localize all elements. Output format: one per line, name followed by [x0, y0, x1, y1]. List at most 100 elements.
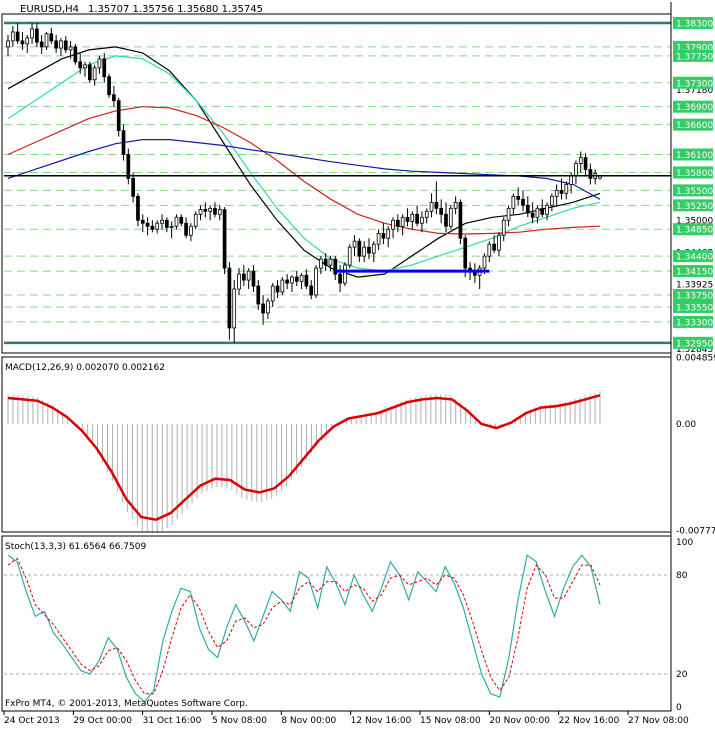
candle[interactable] [343, 262, 347, 287]
candle[interactable] [150, 220, 155, 233]
candle[interactable] [25, 34, 30, 53]
candle[interactable] [270, 283, 275, 307]
candle[interactable] [352, 235, 357, 257]
candle[interactable] [497, 232, 501, 257]
candle[interactable] [559, 178, 564, 200]
candle[interactable] [83, 61, 87, 77]
candle[interactable] [540, 199, 545, 218]
candle[interactable] [121, 124, 126, 161]
candle[interactable] [39, 34, 44, 55]
candle[interactable] [44, 31, 49, 50]
candle[interactable] [299, 272, 304, 290]
candle[interactable] [227, 262, 232, 340]
candle[interactable] [323, 253, 328, 272]
candle[interactable] [410, 211, 415, 230]
candle[interactable] [145, 217, 150, 236]
candle[interactable] [102, 52, 107, 83]
candle[interactable] [588, 163, 593, 185]
candle[interactable] [6, 34, 10, 56]
candle[interactable] [492, 235, 496, 254]
candle[interactable] [319, 256, 323, 275]
candle[interactable] [400, 214, 405, 236]
candle[interactable] [20, 31, 25, 50]
candle[interactable] [241, 265, 246, 287]
candle[interactable] [155, 220, 160, 234]
candle[interactable] [550, 193, 554, 212]
candle[interactable] [275, 280, 280, 298]
candle[interactable] [54, 34, 58, 53]
candle[interactable] [554, 184, 559, 206]
candle[interactable] [68, 40, 73, 59]
stochastic-panel[interactable] [4, 554, 671, 703]
candle[interactable] [256, 280, 261, 310]
macd-panel[interactable] [7, 390, 601, 534]
candle[interactable] [198, 205, 203, 221]
candle[interactable] [376, 229, 381, 251]
candle[interactable] [501, 217, 506, 242]
candle[interactable] [136, 193, 140, 227]
candle[interactable] [126, 148, 131, 185]
candle[interactable] [439, 199, 444, 224]
candle[interactable] [424, 208, 429, 224]
candle[interactable] [347, 244, 352, 269]
candle[interactable] [328, 256, 333, 272]
candle[interactable] [506, 205, 511, 227]
candle[interactable] [97, 55, 102, 74]
candle[interactable] [266, 297, 270, 319]
candle[interactable] [203, 202, 208, 218]
candle[interactable] [78, 52, 83, 74]
candle[interactable] [429, 193, 434, 218]
candle[interactable] [487, 241, 492, 263]
candle[interactable] [525, 196, 530, 218]
candle[interactable] [444, 202, 448, 233]
candle[interactable] [309, 280, 314, 300]
candle[interactable] [458, 199, 463, 245]
candle[interactable] [333, 256, 338, 281]
candle[interactable] [116, 97, 121, 137]
price-panel[interactable] [4, 21, 671, 345]
candle[interactable] [535, 205, 540, 224]
candle[interactable] [280, 277, 285, 296]
candle[interactable] [285, 274, 289, 290]
candle[interactable] [381, 223, 386, 245]
candle[interactable] [193, 211, 198, 230]
candle[interactable] [35, 22, 39, 47]
candle[interactable] [420, 211, 424, 233]
candle[interactable] [92, 64, 97, 86]
candle[interactable] [545, 202, 549, 221]
candle[interactable] [405, 208, 410, 227]
candle[interactable] [251, 265, 256, 293]
candle[interactable] [217, 205, 222, 221]
candle[interactable] [208, 205, 212, 221]
candle[interactable] [174, 214, 179, 230]
candle[interactable] [87, 61, 92, 83]
candle[interactable] [583, 153, 588, 176]
candle[interactable] [391, 217, 395, 239]
candle[interactable] [564, 181, 569, 200]
candle[interactable] [10, 25, 15, 47]
candle[interactable] [30, 22, 34, 44]
candle[interactable] [516, 187, 521, 206]
candle[interactable] [396, 214, 400, 233]
candle[interactable] [59, 37, 63, 56]
candle[interactable] [314, 265, 318, 298]
candle[interactable] [357, 238, 362, 263]
candle[interactable] [140, 214, 145, 233]
candle[interactable] [189, 223, 193, 242]
candle[interactable] [73, 43, 78, 65]
candle[interactable] [521, 190, 525, 212]
candle[interactable] [184, 217, 188, 239]
candle[interactable] [49, 27, 54, 44]
candle[interactable] [179, 214, 184, 227]
candle[interactable] [362, 241, 367, 263]
candle[interactable] [434, 181, 439, 215]
candle[interactable] [415, 205, 419, 227]
candle[interactable] [371, 241, 376, 263]
candle[interactable] [213, 202, 217, 218]
candle[interactable] [448, 205, 453, 230]
candle[interactable] [107, 73, 111, 98]
candle[interactable] [530, 202, 535, 224]
candle[interactable] [15, 22, 20, 44]
candle[interactable] [246, 268, 251, 290]
